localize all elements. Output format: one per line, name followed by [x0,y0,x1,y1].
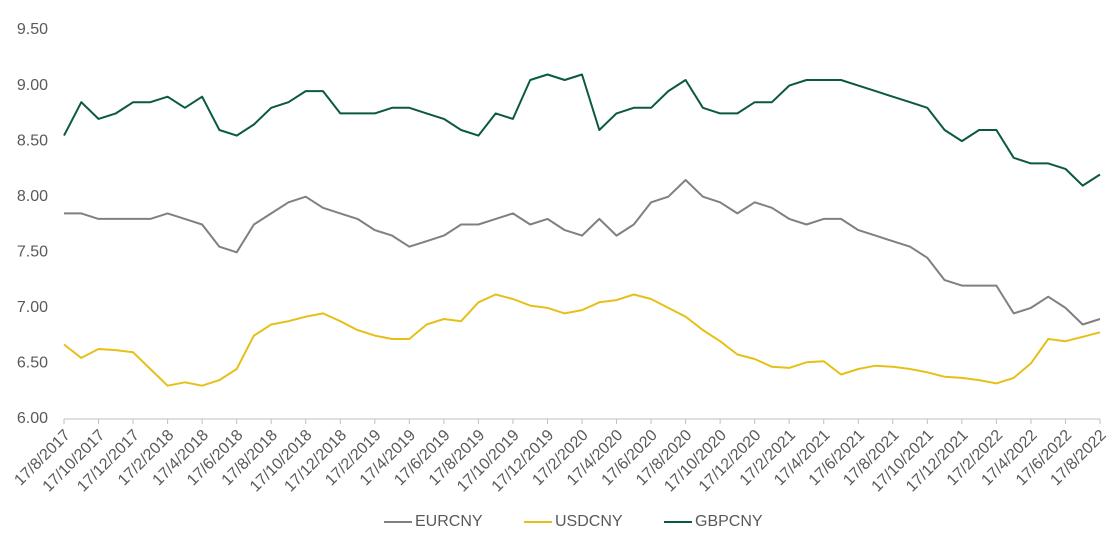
legend-label: EURCNY [415,513,483,530]
y-tick-label: 8.50 [17,132,48,149]
y-tick-label: 9.50 [17,21,48,38]
series-line [64,179,1101,326]
series-line [63,73,1101,187]
legend-label: USDCNY [555,513,623,530]
y-tick-label: 6.00 [17,410,48,427]
y-tick-label: 7.00 [17,299,48,316]
y-tick-label: 8.00 [17,188,48,205]
series-line [63,293,1101,387]
legend-label: GBPCNY [695,513,763,530]
y-tick-label: 9.00 [17,77,48,94]
y-tick-label: 7.50 [17,244,48,261]
y-tick-label: 6.50 [17,355,48,372]
